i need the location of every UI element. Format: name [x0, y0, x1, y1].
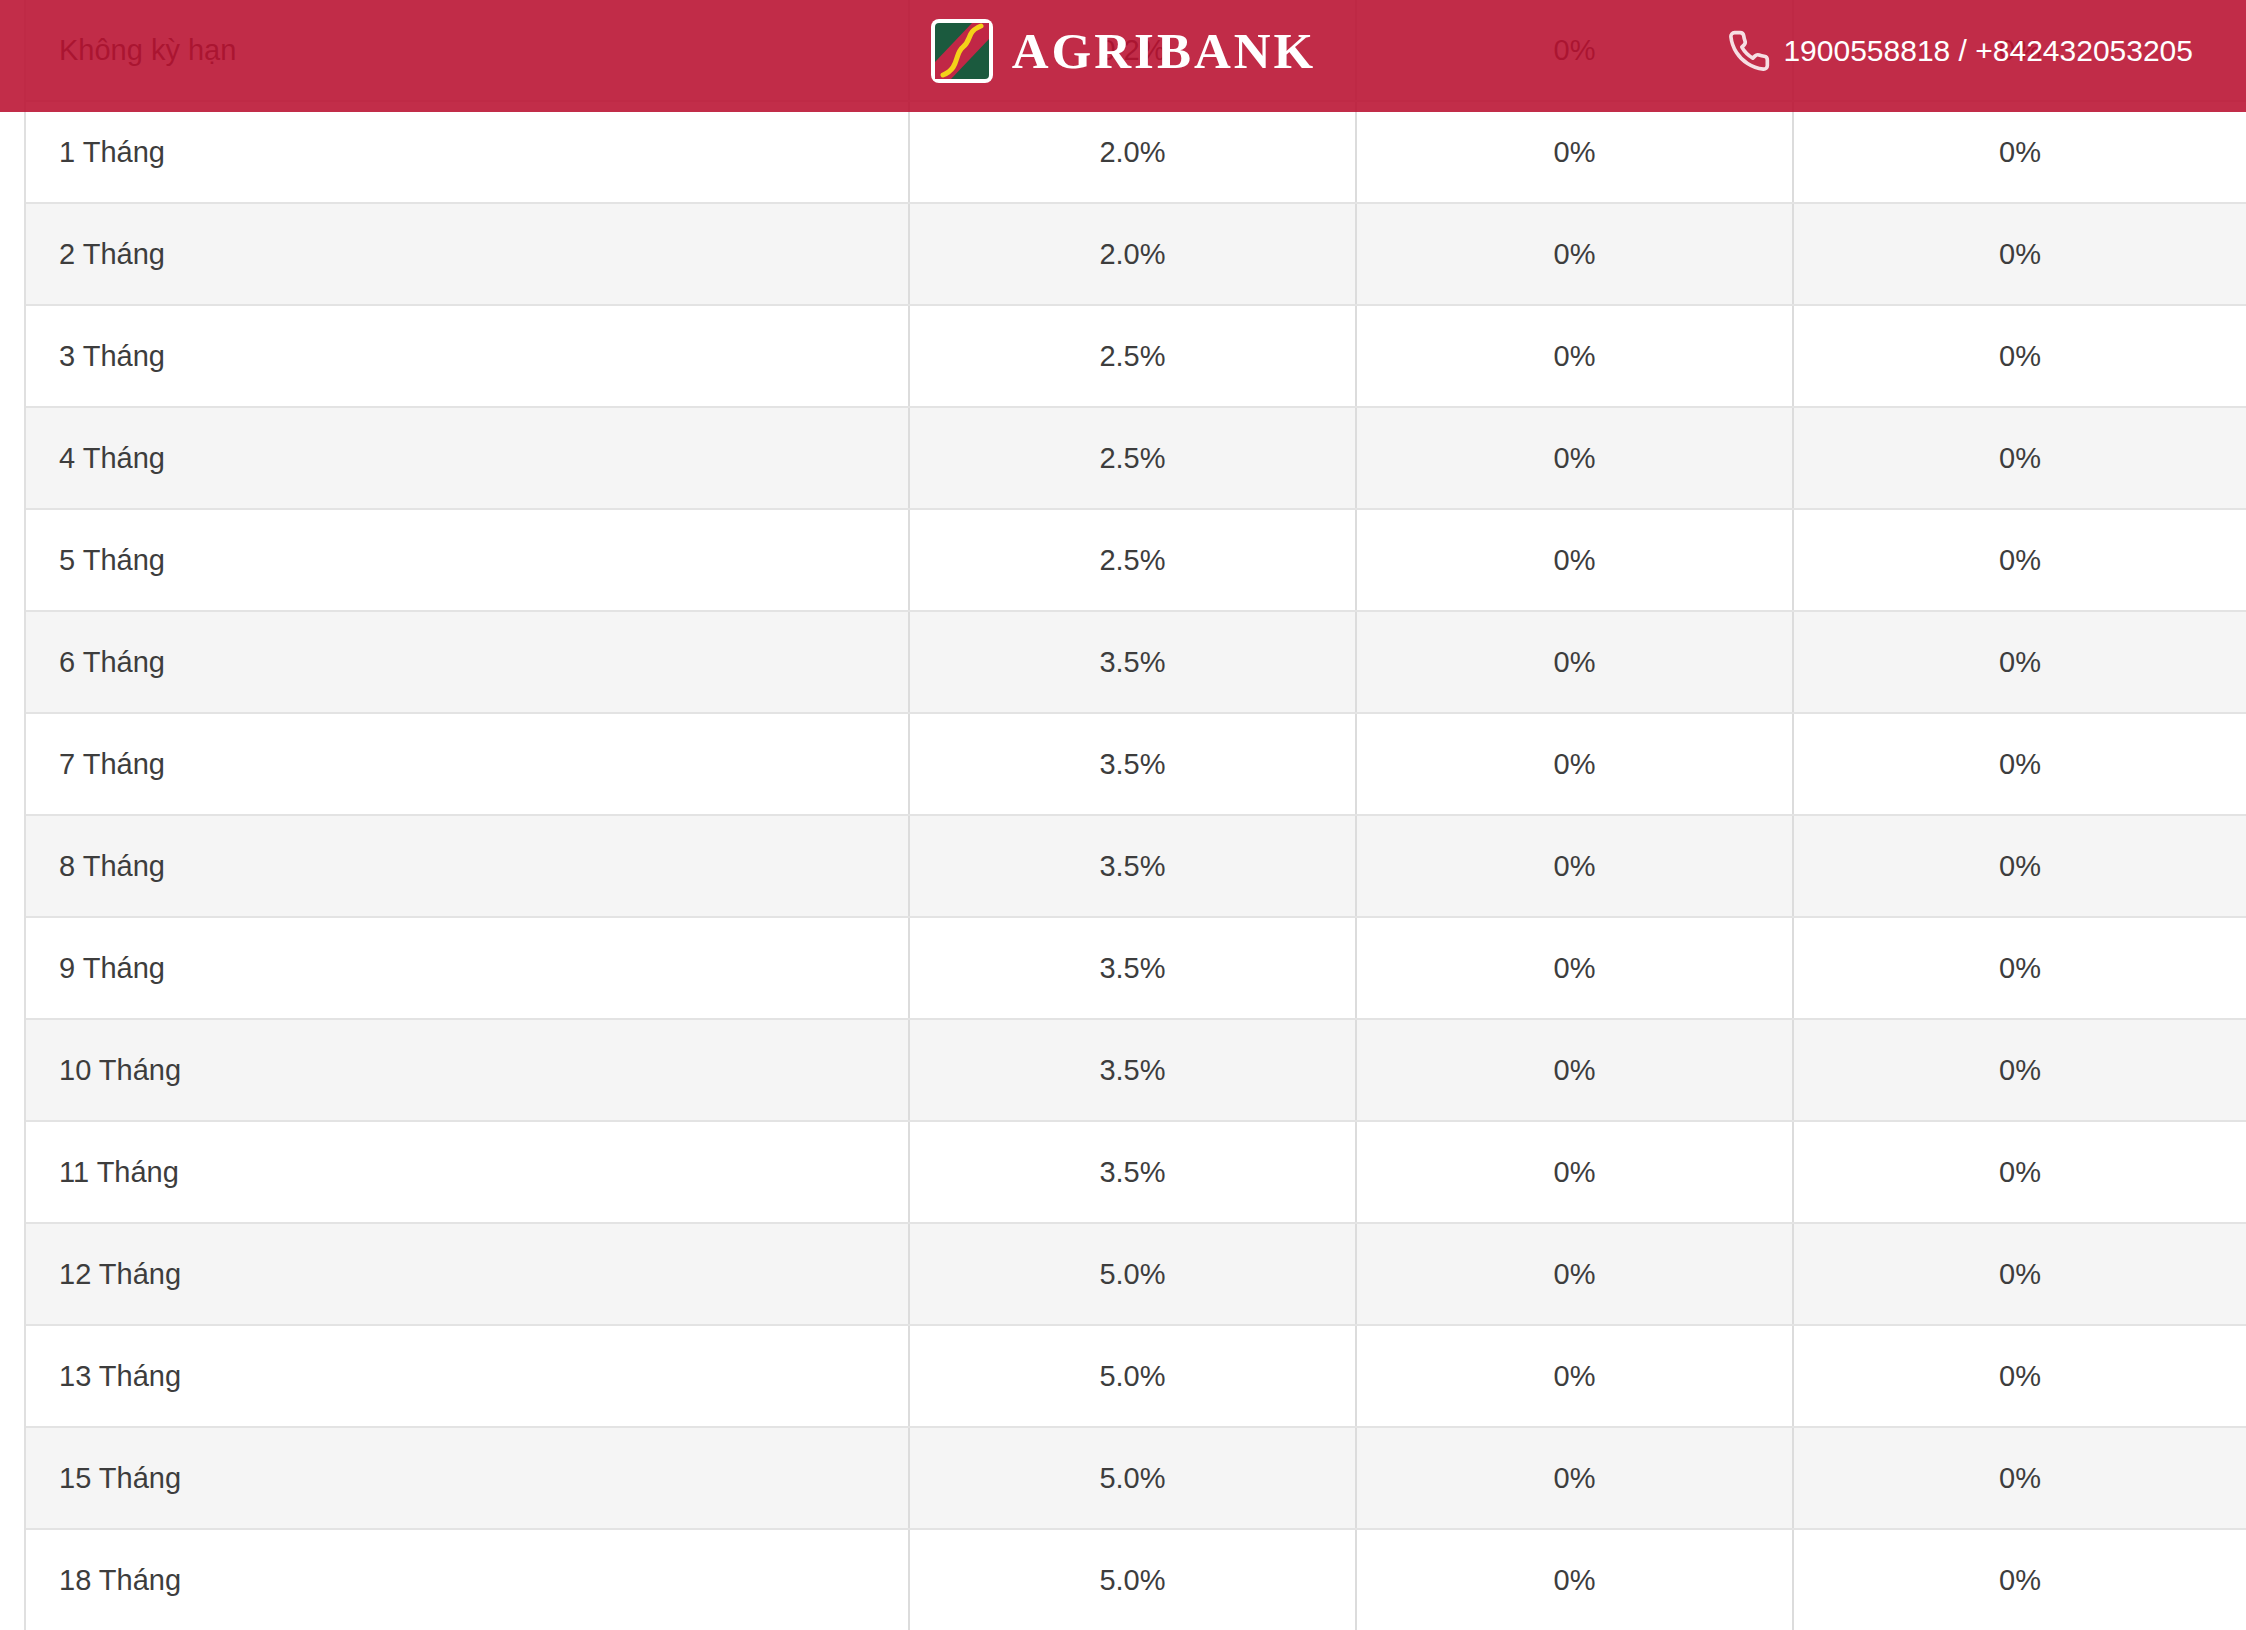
rate-cell: 2.5%	[910, 306, 1357, 406]
table-row: 9 Tháng 3.5% 0% 0%	[26, 918, 2246, 1020]
term-cell: 13 Tháng	[26, 1326, 910, 1426]
term-cell: 5 Tháng	[26, 510, 910, 610]
rate-cell: 2.5%	[910, 510, 1357, 610]
rate-cell: 0%	[1794, 408, 2246, 508]
rate-cell: 0%	[1794, 1428, 2246, 1528]
table-row: 12 Tháng 5.0% 0% 0%	[26, 1224, 2246, 1326]
rate-cell: 0%	[1357, 408, 1794, 508]
page: Không kỳ hạn 0.2% 0% 0% 1 Tháng 2.0% 0% …	[0, 0, 2246, 1630]
table-row: 2 Tháng 2.0% 0% 0%	[26, 204, 2246, 306]
rate-cell: 5.0%	[910, 1224, 1357, 1324]
rate-cell: 0%	[1357, 204, 1794, 304]
rate-cell: 0%	[1357, 1224, 1794, 1324]
rate-cell: 2.0%	[910, 102, 1357, 202]
table-row: 6 Tháng 3.5% 0% 0%	[26, 612, 2246, 714]
table-row: 1 Tháng 2.0% 0% 0%	[26, 102, 2246, 204]
rate-cell: 0%	[1794, 306, 2246, 406]
rate-cell: 0%	[1794, 1122, 2246, 1222]
rate-cell: 3.5%	[910, 816, 1357, 916]
rate-cell: 3.5%	[910, 714, 1357, 814]
app-header: AGRIBANK 1900558818 / +842432053205	[0, 0, 2246, 112]
rate-cell: 0%	[1357, 1428, 1794, 1528]
contact-phone[interactable]: 1900558818 / +842432053205	[1727, 0, 2193, 102]
term-cell: 18 Tháng	[26, 1530, 910, 1630]
rate-cell: 0%	[1357, 1020, 1794, 1120]
table-row: 10 Tháng 3.5% 0% 0%	[26, 1020, 2246, 1122]
term-cell: 12 Tháng	[26, 1224, 910, 1324]
rate-cell: 0%	[1794, 918, 2246, 1018]
rate-cell: 0%	[1357, 1122, 1794, 1222]
rate-cell: 0%	[1357, 1530, 1794, 1630]
rate-cell: 0%	[1794, 102, 2246, 202]
term-cell: 9 Tháng	[26, 918, 910, 1018]
rate-cell: 0%	[1794, 1326, 2246, 1426]
term-cell: 10 Tháng	[26, 1020, 910, 1120]
rate-cell: 2.5%	[910, 408, 1357, 508]
rate-cell: 3.5%	[910, 918, 1357, 1018]
agribank-logo-icon	[930, 18, 994, 84]
rate-cell: 0%	[1357, 816, 1794, 916]
term-cell: 8 Tháng	[26, 816, 910, 916]
rate-cell: 5.0%	[910, 1326, 1357, 1426]
table-row: 13 Tháng 5.0% 0% 0%	[26, 1326, 2246, 1428]
rate-cell: 0%	[1794, 816, 2246, 916]
term-cell: 1 Tháng	[26, 102, 910, 202]
rate-cell: 3.5%	[910, 1122, 1357, 1222]
rate-cell: 0%	[1794, 510, 2246, 610]
term-cell: 3 Tháng	[26, 306, 910, 406]
rate-cell: 3.5%	[910, 612, 1357, 712]
table-row: 5 Tháng 2.5% 0% 0%	[26, 510, 2246, 612]
rate-cell: 0%	[1357, 510, 1794, 610]
table-row: 11 Tháng 3.5% 0% 0%	[26, 1122, 2246, 1224]
brand: AGRIBANK	[930, 18, 1317, 84]
rate-cell: 0%	[1357, 306, 1794, 406]
rate-cell: 0%	[1794, 714, 2246, 814]
phone-icon	[1727, 29, 1771, 73]
term-cell: 15 Tháng	[26, 1428, 910, 1528]
rate-cell: 0%	[1794, 204, 2246, 304]
rate-cell: 0%	[1794, 1224, 2246, 1324]
rate-cell: 5.0%	[910, 1428, 1357, 1528]
rate-cell: 0%	[1794, 612, 2246, 712]
rate-cell: 0%	[1357, 1326, 1794, 1426]
rate-cell: 3.5%	[910, 1020, 1357, 1120]
rate-cell: 0%	[1357, 612, 1794, 712]
table-row: 15 Tháng 5.0% 0% 0%	[26, 1428, 2246, 1530]
table-row: 8 Tháng 3.5% 0% 0%	[26, 816, 2246, 918]
table-row: 18 Tháng 5.0% 0% 0%	[26, 1530, 2246, 1630]
rates-table: Không kỳ hạn 0.2% 0% 0% 1 Tháng 2.0% 0% …	[24, 0, 2246, 1630]
term-cell: 7 Tháng	[26, 714, 910, 814]
rate-cell: 5.0%	[910, 1530, 1357, 1630]
rate-cell: 0%	[1357, 102, 1794, 202]
table-row: 4 Tháng 2.5% 0% 0%	[26, 408, 2246, 510]
rate-cell: 0%	[1794, 1530, 2246, 1630]
table-row: 3 Tháng 2.5% 0% 0%	[26, 306, 2246, 408]
rate-cell: 0%	[1357, 918, 1794, 1018]
contact-number[interactable]: 1900558818 / +842432053205	[1783, 34, 2193, 68]
term-cell: 2 Tháng	[26, 204, 910, 304]
rate-cell: 2.0%	[910, 204, 1357, 304]
table-row: 7 Tháng 3.5% 0% 0%	[26, 714, 2246, 816]
term-cell: 11 Tháng	[26, 1122, 910, 1222]
term-cell: 6 Tháng	[26, 612, 910, 712]
brand-name: AGRIBANK	[1012, 26, 1317, 77]
rate-cell: 0%	[1357, 714, 1794, 814]
term-cell: 4 Tháng	[26, 408, 910, 508]
rate-cell: 0%	[1794, 1020, 2246, 1120]
